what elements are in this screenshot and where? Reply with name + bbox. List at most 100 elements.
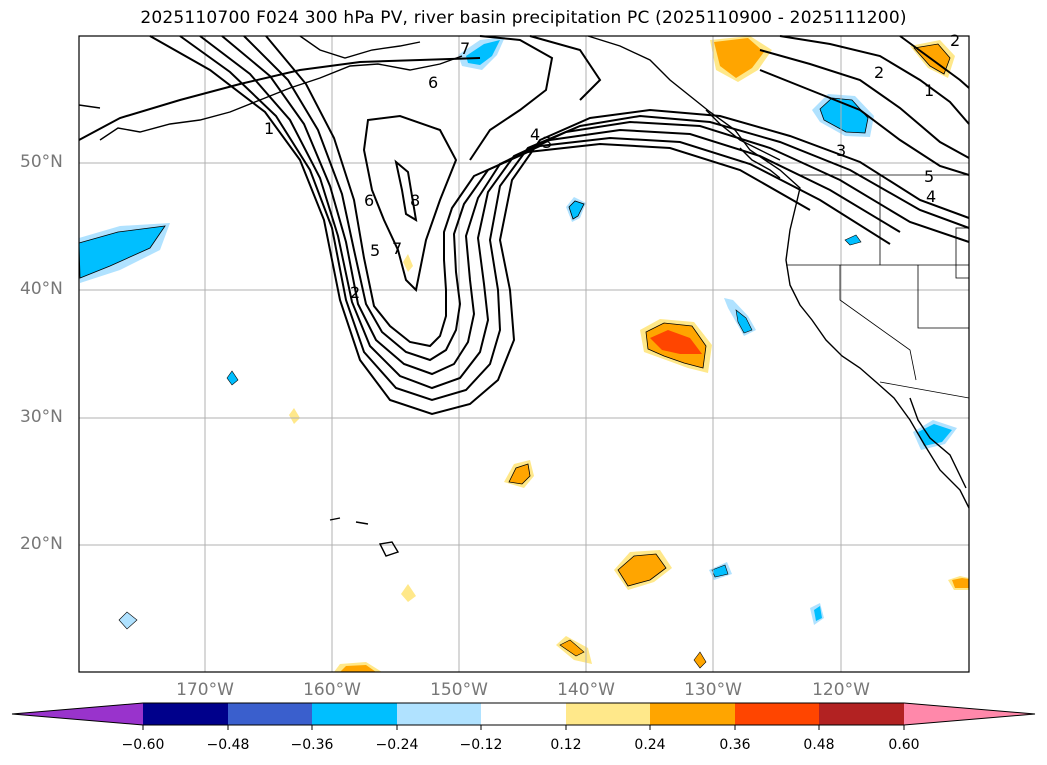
alaska-peninsula: [78, 55, 463, 141]
pv-contour-ne-1: [779, 35, 970, 125]
pos-anomaly-sw-core: [559, 639, 585, 657]
lon-label: 130°W: [684, 680, 742, 700]
pv-contour-8: [394, 159, 418, 222]
colorbar-tick-label: −0.48: [206, 737, 250, 753]
colorbar-tick-label: −0.60: [121, 737, 165, 753]
colorbar: [11, 702, 1036, 730]
state-borders: [786, 174, 970, 399]
colorbar-tick-label: 0.24: [634, 737, 666, 753]
lon-label: 160°W: [303, 680, 361, 700]
pos-anomaly-small-1: [401, 584, 416, 602]
contour-label: 5: [370, 241, 380, 260]
colorbar-tick-label: 0.60: [888, 737, 920, 753]
lon-label: 120°W: [812, 680, 870, 700]
colorbar-tick-label: −0.12: [459, 737, 503, 753]
neg-anomaly-bc-core: [819, 97, 869, 134]
colorbar-tick-label: 0.48: [803, 737, 835, 753]
contour-label: 2: [950, 31, 960, 50]
map-title: 2025110700 F024 300 hPa PV, river basin …: [140, 8, 907, 28]
pv-contour-outer-4: [221, 35, 901, 376]
pv-contour-outer-3: [199, 35, 970, 390]
hawaii-islands: [329, 517, 400, 557]
contour-label: 1: [924, 81, 934, 100]
pv-contour-ridge-2: [529, 35, 602, 101]
contour-label: 1: [264, 119, 274, 138]
coastlines: [78, 35, 970, 557]
lat-label: 30°N: [20, 407, 63, 427]
contour-label: 6: [364, 191, 374, 210]
pv-contour-ridge: [469, 35, 554, 161]
contour-label: 7: [460, 39, 470, 58]
pv-contour-inner-loop: [362, 114, 458, 293]
neg-anomaly-baja-core: [918, 424, 952, 446]
pv-contour-ne-3: [759, 69, 970, 176]
colorbar-bin: [650, 703, 735, 725]
colorbar-extend-right: [904, 703, 1035, 725]
colorbar-tick-label: −0.24: [375, 737, 419, 753]
pv-contour-ne-4: [899, 35, 970, 89]
map-background: [79, 36, 969, 672]
contour-label: 4: [530, 125, 540, 144]
pos-anomaly-small-2: [289, 408, 300, 424]
neg-anomaly-offshore-core: [735, 309, 753, 334]
neg-anomaly-small-1: [226, 370, 239, 386]
us-west-coast: [785, 204, 970, 509]
pv-contour-ne-2: [759, 49, 970, 159]
colorbar-ticks: [142, 725, 905, 730]
lon-label: 170°W: [176, 680, 234, 700]
pv-contour-outer-5: [243, 35, 891, 362]
pos-anomaly-north-core: [714, 38, 764, 78]
contour-label: 6: [428, 73, 438, 92]
bc-coast: [705, 109, 781, 161]
neg-anomaly-oregon: [844, 234, 862, 246]
contour-label: 5: [924, 167, 934, 186]
neg-anomaly-west-core: [78, 225, 166, 279]
pos-anomaly-small-5-core: [952, 578, 969, 588]
map-frame: [78, 35, 970, 673]
contour-label: 4: [926, 187, 936, 206]
pos-anomaly-hawaii-core: [617, 553, 667, 587]
alaska-mainland: [299, 35, 421, 59]
baja-peninsula: [909, 397, 967, 489]
colorbar-bin: [735, 703, 819, 725]
pos-anomaly-bottom-core: [340, 665, 376, 672]
colorbar-tick-label: 0.12: [550, 737, 582, 753]
colorbar-bin: [228, 703, 312, 725]
contour-label: 8: [410, 191, 420, 210]
colorbar-tick-label: 0.36: [719, 737, 751, 753]
colorbar-bin: [819, 703, 904, 725]
precipitation-anomaly-fills: [78, 36, 969, 672]
pos-anomaly-main-core: [650, 330, 702, 354]
lon-label: 140°W: [557, 680, 615, 700]
pv-contour-outer-1: [149, 35, 970, 416]
contour-label: 3: [836, 141, 846, 160]
pv-contour-outer-2: [179, 35, 970, 402]
lat-label: 20°N: [20, 534, 63, 554]
vancouver-island: [739, 147, 781, 179]
neg-anomaly-mid-core: [568, 200, 585, 220]
neg-anomaly-small-4-core: [814, 606, 822, 621]
colorbar-bin: [397, 703, 481, 725]
colorbar-bin: [143, 703, 228, 725]
colorbar-bin: [312, 703, 397, 725]
colorbar-extend-left: [12, 703, 143, 725]
neg-anomaly-small-3-core: [711, 564, 729, 578]
contour-label: 2: [350, 283, 360, 302]
pv-contours: [78, 35, 970, 416]
neg-anomaly-small-2: [118, 611, 138, 630]
pos-anomaly-small-3: [403, 254, 413, 272]
contour-label: 3: [542, 133, 552, 152]
lat-label: 50°N: [20, 152, 63, 172]
colorbar-tick-label: −0.36: [290, 737, 334, 753]
pos-anomaly-small-4: [693, 651, 707, 669]
colorbar-bin: [566, 703, 650, 725]
contour-labels: 1 2 3 4 5 6 7 8 6 5 7 2 4 3 2 1: [264, 31, 960, 302]
pv-contour-outer-6: [265, 35, 811, 348]
pos-anomaly-sub-core: [508, 463, 531, 485]
lon-label: 150°W: [430, 680, 488, 700]
contour-label: 7: [392, 239, 402, 258]
contour-label: 2: [874, 63, 884, 82]
colorbar-bin: [481, 703, 566, 725]
lat-label: 40°N: [20, 279, 63, 299]
